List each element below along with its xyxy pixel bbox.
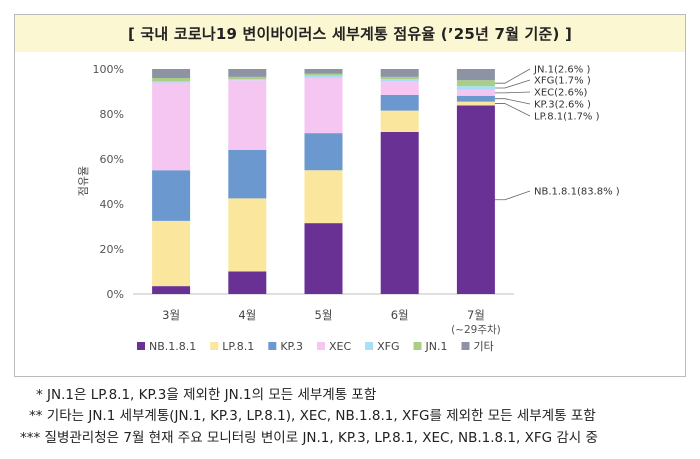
bar-segment--: [304, 69, 343, 74]
y-tick-label: 20%: [100, 243, 124, 256]
bar-segment-nb-1-8-1: [228, 271, 267, 294]
annotation-label: XFG(1.7% ): [534, 76, 591, 87]
bar-segment-kp-3: [152, 170, 191, 221]
legend-label: XEC: [329, 340, 351, 353]
bar-segment-lp-8-1: [456, 101, 495, 106]
bar-segment-jn-1: [380, 76, 419, 80]
footnote-3: *** 질병관리청은 7월 현재 주요 모니터링 변이로 JN.1, KP.3,…: [20, 430, 598, 446]
bar-segment-kp-3: [228, 150, 267, 199]
x-tick-label: 3월: [162, 308, 180, 322]
bar-segment-nb-1-8-1: [152, 286, 191, 294]
bar-segment-nb-1-8-1: [380, 132, 419, 294]
annotation-leader-line: [494, 68, 531, 84]
legend-label: KP.3: [280, 340, 303, 353]
y-tick-label: 0%: [107, 288, 124, 301]
bar-segment-xec: [304, 78, 343, 134]
bar-segment-nb-1-8-1: [304, 223, 343, 294]
footnote-1: * JN.1은 LP.8.1, KP.3을 제외한 JN.1의 모든 세부계통 …: [36, 387, 377, 403]
bar-segment-xec: [380, 81, 419, 95]
x-tick-label: 7월: [467, 308, 485, 322]
bar-segment-lp-8-1: [380, 110, 419, 132]
bar-segment-xec: [152, 82, 191, 171]
bar-segment--: [152, 69, 191, 78]
bar-segment-lp-8-1: [304, 170, 343, 224]
x-tick-label: 5월: [315, 308, 333, 322]
bar-segment-jn-1: [228, 76, 267, 80]
bar-segment--: [380, 69, 419, 77]
annotation-label: NB.1.8.1(83.8% ): [534, 187, 620, 198]
legend-label: JN.1: [425, 340, 448, 353]
y-axis-title: 점유율: [77, 166, 90, 196]
annotation-leader-line: [494, 91, 531, 94]
legend-swatch: [365, 342, 374, 350]
x-tick-label: 6월: [391, 308, 409, 322]
bar-segment-nb-1-8-1: [456, 105, 495, 294]
legend-label: LP.8.1: [222, 340, 254, 353]
chart-container: [ 국내 코로나19 변이바이러스 세부계통 점유율 (’25년 7월 기준) …: [14, 14, 686, 377]
annotation-leader-line: [494, 190, 531, 201]
y-tick-label: 80%: [100, 108, 124, 121]
bar-segment-lp-8-1: [228, 198, 267, 272]
bar-segment-xfg: [152, 81, 191, 83]
legend-swatch: [461, 342, 470, 350]
annotation-leader-line: [494, 103, 531, 117]
y-tick-label: 60%: [100, 153, 124, 166]
x-tick-sublabel: (~29주차): [451, 324, 501, 336]
legend-swatch: [210, 342, 219, 350]
bar-segment-xfg: [228, 79, 267, 81]
bar-segment--: [228, 69, 267, 77]
annotation-label: JN.1(2.6% ): [533, 65, 590, 76]
legend-swatch: [268, 342, 277, 350]
bar-segment-kp-3: [304, 133, 343, 171]
legend-label: 기타: [473, 340, 493, 353]
bar-segment-xfg: [380, 79, 419, 82]
bar-segment-kp-3: [380, 94, 419, 111]
bar-segment-lp-8-1: [152, 220, 191, 287]
footnote-2: ** 기타는 JN.1 세부계통(JN.1, KP.3, LP.8.1), XE…: [29, 408, 596, 424]
legend-label: XFG: [377, 340, 399, 353]
bar-segment-xfg: [304, 75, 343, 78]
bar-segment-jn-1: [152, 78, 191, 82]
annotation-label: XEC(2.6%): [534, 88, 587, 99]
annotation-label: KP.3(2.6% ): [534, 100, 591, 111]
bar-segment-kp-3: [456, 95, 495, 102]
chart-title: [ 국내 코로나19 변이바이러스 세부계통 점유율 (’25년 7월 기준) …: [15, 15, 685, 52]
bar-segment-jn-1: [456, 80, 495, 87]
y-tick-label: 40%: [100, 198, 124, 211]
bar-segment-jn-1: [304, 73, 343, 76]
bar-segment-xec: [456, 89, 495, 96]
annotation-label: LP.8.1(1.7% ): [534, 112, 600, 123]
legend-swatch: [316, 342, 325, 350]
annotation-leader-line: [494, 98, 531, 105]
x-tick-label: 4월: [238, 308, 256, 322]
legend-label: NB.1.8.1: [149, 340, 196, 353]
y-tick-label: 100%: [93, 63, 124, 76]
legend-swatch: [137, 342, 145, 350]
bar-segment--: [456, 69, 495, 81]
bar-segment-xfg: [456, 86, 495, 90]
annotation-leader-line: [494, 79, 531, 89]
bar-segment-xec: [228, 80, 267, 150]
legend-swatch: [413, 342, 422, 350]
